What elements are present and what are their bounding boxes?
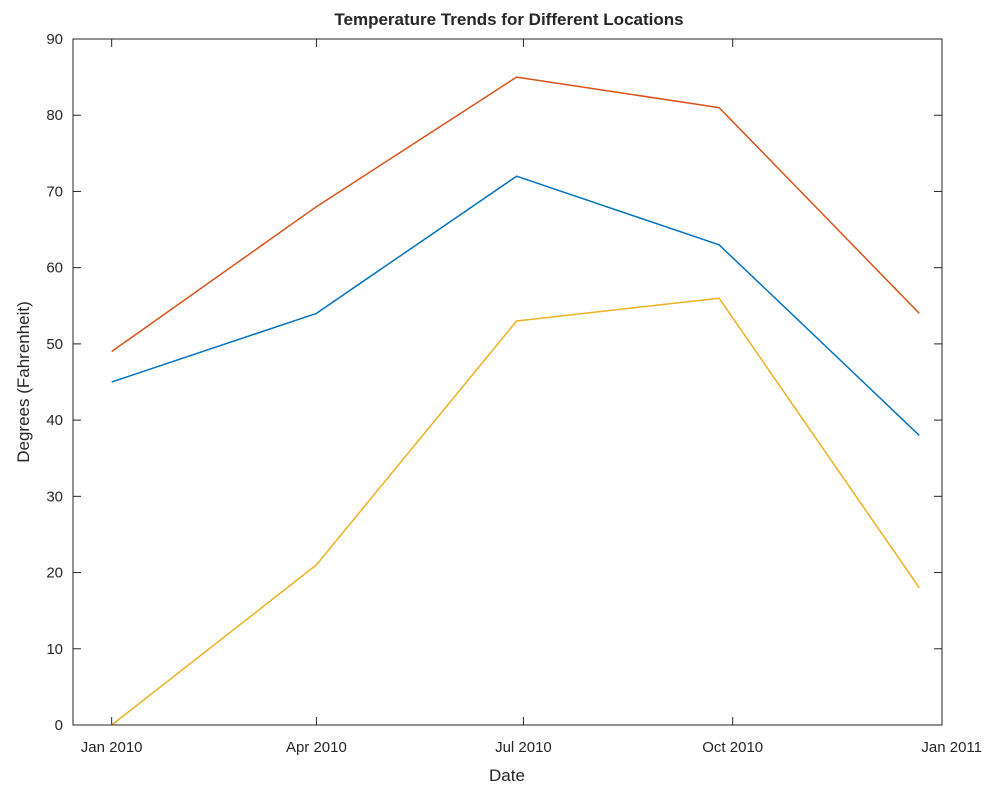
series-lines [111,76,920,726]
plot-area-frame [72,38,943,726]
y-axis-label: Degrees (Fahrenheit) [14,301,33,463]
series-line-3 [111,297,920,726]
x-tick-label: Jan 2011 [921,739,982,756]
y-tick-label: 20 [46,565,63,582]
y-tick-label: 40 [46,412,63,429]
y-tick-label: 70 [46,183,63,200]
y-tick-label: 10 [46,641,63,658]
chart-title: Temperature Trends for Different Locatio… [334,10,683,29]
x-tick-label: Oct 2010 [702,739,763,756]
y-tick-label: 50 [46,336,63,353]
x-tick-label: Apr 2010 [286,739,347,756]
x-tick-label: Jul 2010 [495,739,552,756]
y-tick-label: 0 [55,717,63,734]
x-tick-label: Jan 2010 [81,739,143,756]
y-tick-label: 60 [46,260,63,277]
y-tick-label: 30 [46,488,63,505]
y-tick-label: 90 [46,31,63,48]
y-axis-ticks: 0 10 20 30 40 50 60 70 80 90 [46,31,942,734]
series-line-2 [111,76,920,353]
y-tick-label: 80 [46,107,63,124]
x-axis-ticks: Jan 2010 Apr 2010 Jul 2010 Oct 2010 Jan 2011 [81,39,982,756]
series-line-1 [111,175,920,436]
x-axis-label: Date [489,766,525,785]
